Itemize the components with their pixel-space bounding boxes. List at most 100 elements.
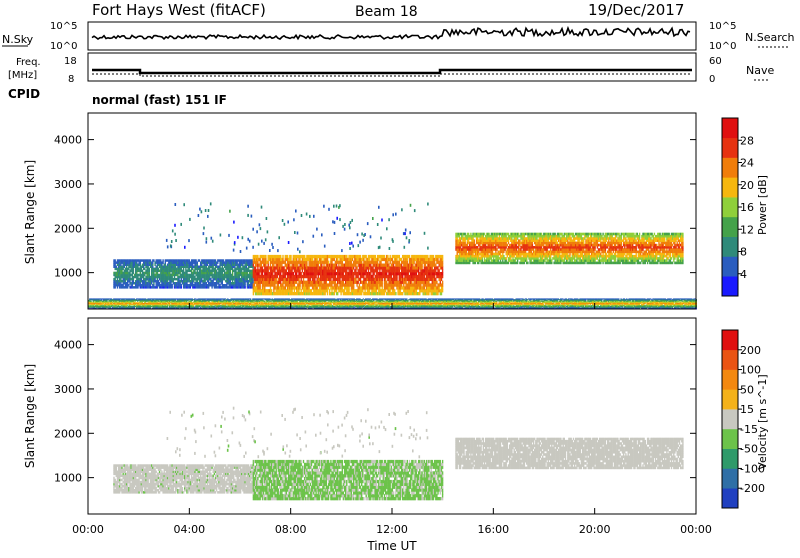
power-cell [575, 242, 576, 245]
power-cell [331, 275, 332, 278]
power-cell [524, 251, 525, 254]
power-cell [306, 275, 307, 278]
power-cell [415, 258, 416, 261]
power-cell [507, 233, 508, 236]
power-cell [286, 255, 287, 258]
power-cell [178, 259, 179, 262]
power-cell [577, 237, 578, 240]
power-cell [337, 286, 338, 289]
power-cell [348, 281, 349, 284]
power-cell [507, 262, 508, 265]
freq-panel: Freq. [MHz] 18 8 60 0 Nave [8, 53, 774, 85]
power-cell [130, 282, 131, 285]
power-cell [555, 262, 556, 265]
power-cell [227, 286, 228, 289]
power-cell [363, 255, 364, 258]
power-cell [312, 264, 313, 267]
power-cell [403, 278, 404, 281]
power-cell [366, 281, 367, 284]
power-cell [428, 281, 429, 284]
power-cell [326, 258, 327, 261]
power-cell [329, 269, 330, 272]
power-cell [402, 292, 403, 295]
power-cell [348, 258, 349, 261]
power-cell [507, 237, 508, 240]
power-cell [280, 264, 281, 267]
power-cell [261, 261, 262, 264]
power-cell [263, 255, 264, 258]
power-cell [384, 292, 385, 295]
power-cell [138, 259, 139, 262]
power-cell [386, 281, 387, 284]
power-cell [566, 251, 567, 254]
power-cell [304, 255, 305, 258]
power-cell [388, 269, 389, 272]
power-cell [190, 270, 191, 273]
power-cell [392, 269, 393, 272]
power-cell [509, 235, 510, 238]
power-cell [442, 264, 443, 267]
power-cell [403, 264, 404, 267]
power-cell [403, 286, 404, 289]
power-cell [475, 233, 476, 236]
power-cell [323, 286, 324, 289]
power-cell [529, 251, 530, 254]
power-cell [377, 264, 378, 267]
power-cell [397, 264, 398, 267]
power-cell [458, 239, 459, 242]
power-cell [318, 275, 319, 278]
power-cell [314, 281, 315, 284]
power-cell [352, 275, 353, 278]
power-cell [455, 255, 456, 258]
power-cell [371, 269, 372, 272]
power-cell [549, 262, 550, 265]
power-cell [560, 255, 561, 258]
power-cell [463, 251, 464, 254]
power-cell [486, 233, 487, 236]
power-cell [255, 269, 256, 272]
power-cell [405, 275, 406, 278]
power-cell [501, 255, 502, 258]
power-cell [216, 261, 217, 264]
power-cell [274, 281, 275, 284]
power-cell [257, 269, 258, 272]
power-cell [295, 264, 296, 267]
power-cell [263, 292, 264, 295]
power-cell [144, 278, 145, 281]
power-cell [184, 259, 185, 262]
power-cell [329, 264, 330, 267]
power-cell [383, 255, 384, 258]
nsky-panel: N.Sky 10^5 10^0 10^5 10^0 N.Search [2, 21, 795, 52]
power-cell [415, 286, 416, 289]
power-cell [409, 292, 410, 295]
power-cell [558, 251, 559, 254]
power-cell [235, 259, 236, 262]
power-cell [515, 262, 516, 265]
freq-tick-top: 18 [64, 56, 77, 67]
power-cell [520, 246, 521, 249]
power-cell [486, 246, 487, 249]
power-cell [526, 233, 527, 236]
power-cell [558, 244, 559, 247]
power-cell [455, 237, 456, 240]
power-cell [314, 258, 315, 261]
power-cell [165, 259, 166, 262]
power-cell [233, 259, 234, 262]
power-cell [295, 269, 296, 272]
power-cell [426, 255, 427, 258]
power-cell [434, 281, 435, 284]
power-cell [261, 289, 262, 292]
power-cell [170, 259, 171, 262]
power-cell [409, 275, 410, 278]
nave-tick-bottom: 0 [709, 74, 715, 85]
power-cell [461, 251, 462, 254]
power-cell [512, 262, 513, 265]
power-cell [432, 292, 433, 295]
power-cell [207, 284, 208, 287]
power-cell [335, 264, 336, 267]
power-cell [405, 269, 406, 272]
power-cell [442, 281, 443, 284]
power-cell [358, 281, 359, 284]
power-cell [380, 281, 381, 284]
power-cell [363, 292, 364, 295]
